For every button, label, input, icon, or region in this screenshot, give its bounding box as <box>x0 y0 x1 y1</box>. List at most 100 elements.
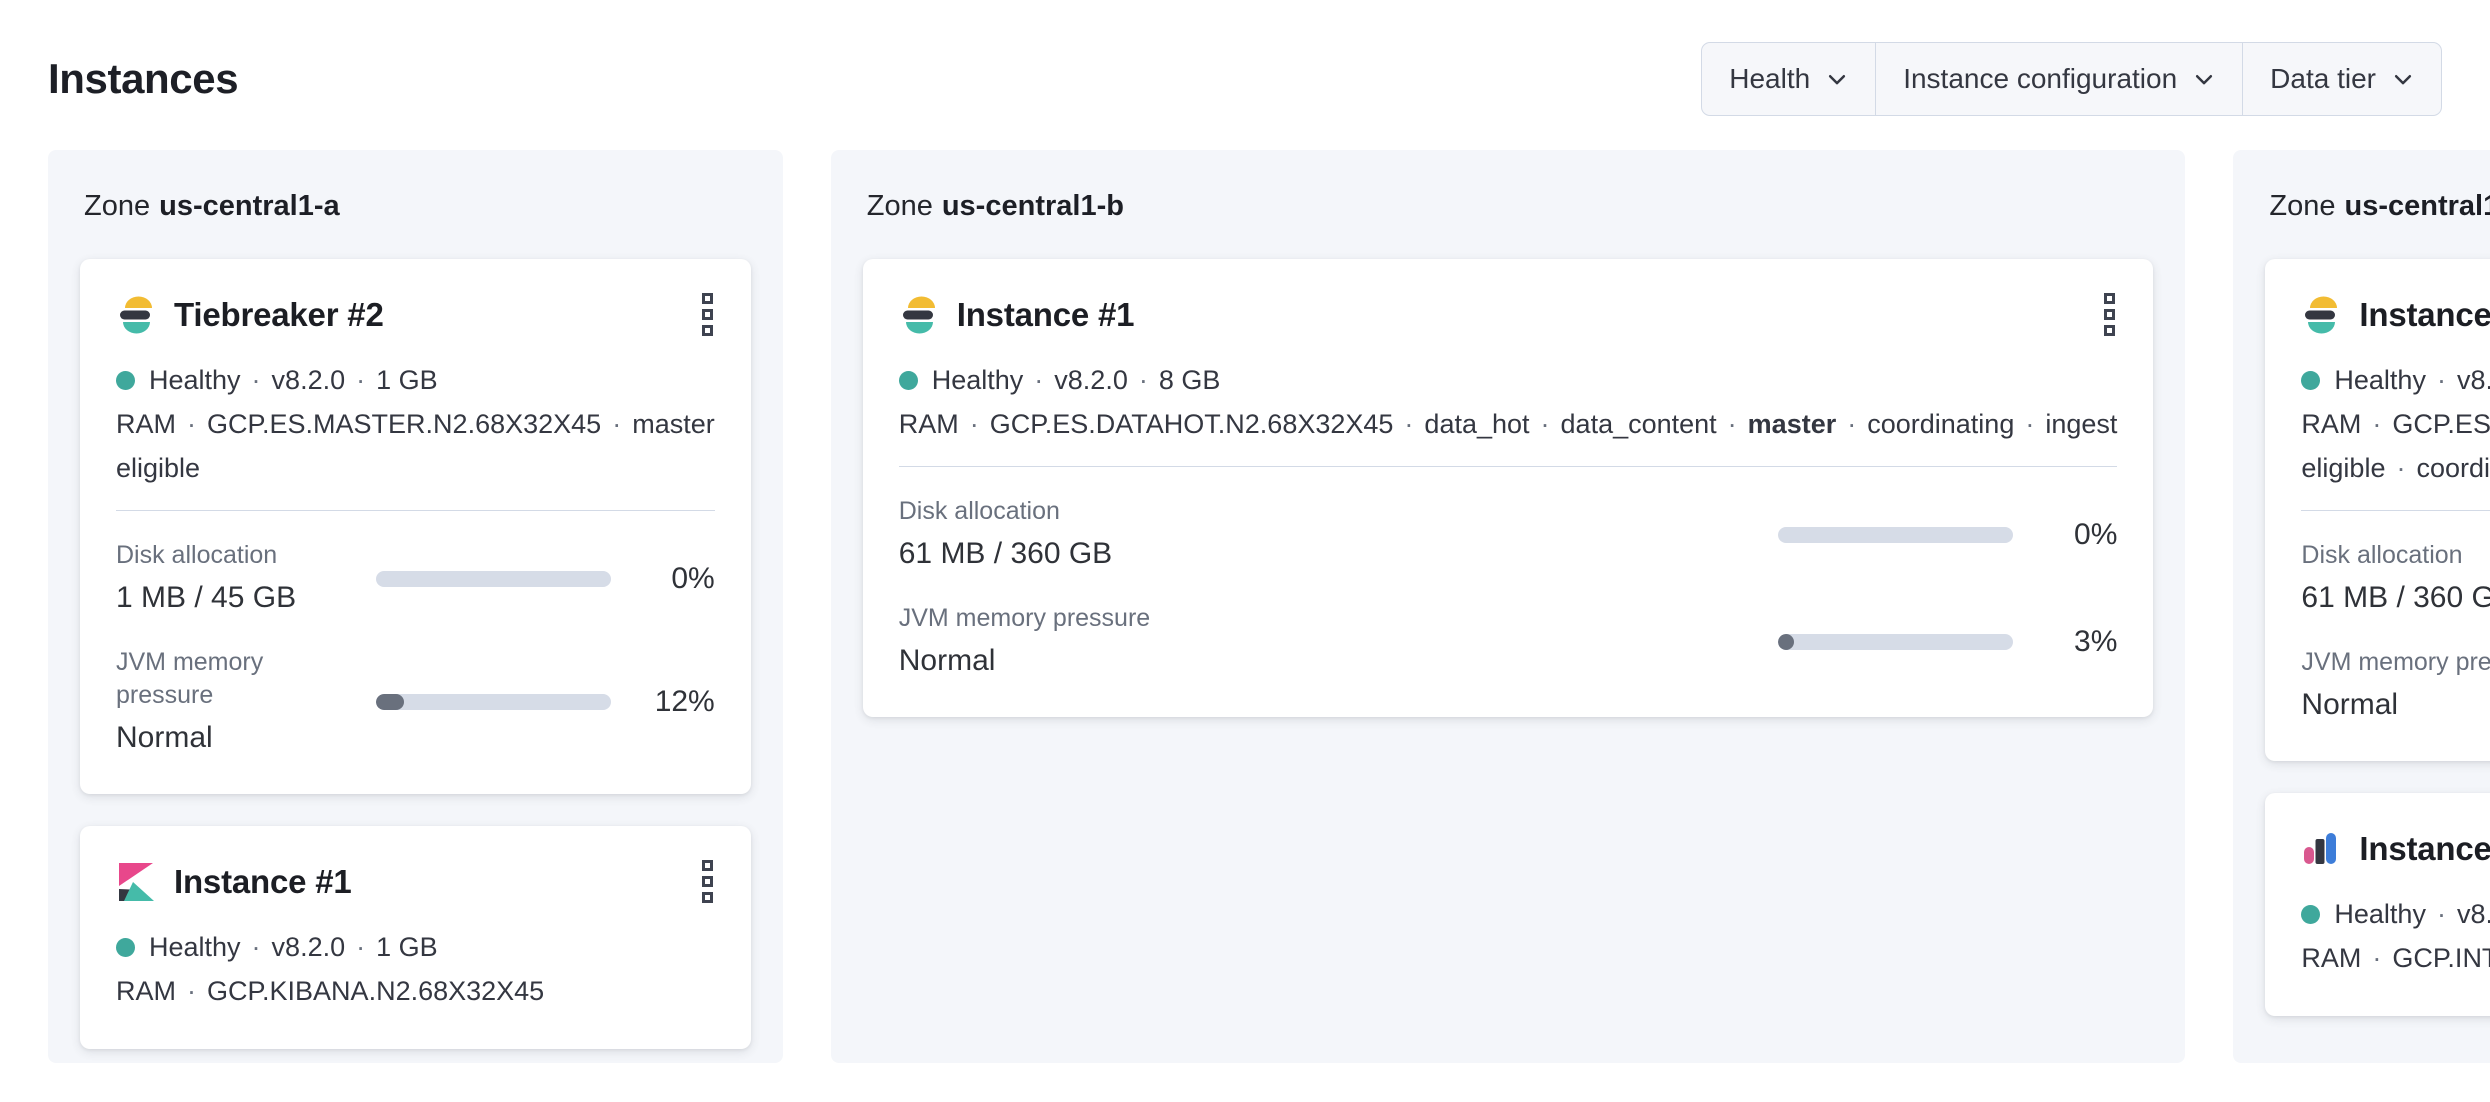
metric-text: JVM memory pressure Normal <box>899 602 1765 681</box>
zones-row: Zone us-central1-a Tiebreaker #2 Healthy · v8… <box>48 150 2490 1063</box>
page-title: Instances <box>48 55 239 102</box>
instance-meta: Healthy·v8.2.0·1 GB RAM·GCP.INTEGRATIONS… <box>2301 892 2490 980</box>
kebab-square <box>701 876 713 887</box>
filter-bar: Health Instance configuration Data tier <box>1701 42 2442 116</box>
metric-row: Disk allocation 1 MB / 45 GB 0% <box>116 539 715 618</box>
instance-card[interactable]: Tiebreaker #2 Healthy · v8.2.0 · 1 GB RAM · GCP… <box>80 259 751 794</box>
card-list: Instance #0 Healthy · v8.2.0 · 8 GB RAM · GCP.E… <box>2265 259 2490 1016</box>
metric-text: Disk allocation 1 MB / 45 GB <box>116 539 362 618</box>
jvm-pressure-bar <box>1778 633 2014 650</box>
meta-separator: · <box>187 976 196 1006</box>
metric-row: JVM memory pressure Normal 12% <box>116 646 715 758</box>
meta-separator: · <box>1540 409 1550 439</box>
instance-card[interactable]: Instance #1 Healthy · v8.2.0 · 8 GB RAM · GCP.E… <box>862 259 2154 717</box>
instance-actions-button[interactable] <box>2102 289 2117 340</box>
meta-separator: · <box>612 409 622 439</box>
kebab-square <box>701 293 713 304</box>
metric-text: JVM memory pressure Normal <box>2301 646 2490 725</box>
instance-meta: Healthy · v8.2.0 · 1 GB RAM · GCP.KIBANA.N2.68… <box>116 925 715 1013</box>
meta-token: Healthy <box>149 365 241 395</box>
metric-text: Disk allocation 61 MB / 360 GB <box>2301 539 2490 618</box>
bar-fill <box>375 694 404 710</box>
meta-token: Healthy <box>2334 365 2426 395</box>
meta-token: ingest <box>2045 409 2118 439</box>
meta-token: GCP.KIBANA.N2.68X32X45 <box>207 976 545 1006</box>
zone-name: us-central1-b <box>941 190 1124 222</box>
meta-separator: · <box>2372 943 2382 973</box>
filter-button-instance-configuration[interactable]: Instance configuration <box>1875 43 2242 115</box>
boxes-vertical-icon <box>701 860 713 903</box>
chevron-down-icon <box>2392 68 2414 90</box>
meta-token: GCP.INTEGRATIONSSERVER.N2.68X32X45 <box>2392 943 2490 973</box>
kebab-square <box>2104 325 2116 336</box>
meta-token: data_content <box>1560 409 1717 439</box>
card-header: Instance #0 <box>2301 289 2490 340</box>
jvm-pressure-bar <box>375 694 611 710</box>
instance-title: Instance #1 <box>174 862 352 900</box>
kebab-square <box>701 309 713 320</box>
instance-actions-button[interactable] <box>700 289 715 340</box>
metric-label: JVM memory pressure <box>2301 648 2490 676</box>
meta-token: coordinating <box>2416 453 2490 483</box>
metric-value: Normal <box>2301 688 2399 721</box>
meta-separator: · <box>187 409 196 439</box>
page-header: Instances Health Instance configuration Da… <box>48 0 2442 150</box>
meta-token: coordinating <box>1867 409 2015 439</box>
meta-token: Healthy <box>2334 899 2426 929</box>
meta-token: 8 GB RAM <box>2301 409 2362 439</box>
filter-button-health[interactable]: Health <box>1702 43 1875 115</box>
filter-button-label: Instance configuration <box>1903 63 2178 94</box>
metric-value: 1 MB / 45 GB <box>116 581 297 614</box>
meta-divider <box>898 466 2118 467</box>
metric-value: 61 MB / 360 GB <box>2301 581 2490 614</box>
meta-token: data_hot <box>1424 409 1530 439</box>
kibana-logo-icon <box>116 862 156 902</box>
metric-label: Disk allocation <box>898 497 1060 525</box>
card-list: Tiebreaker #2 Healthy · v8.2.0 · 1 GB RAM · GCP… <box>80 259 751 1049</box>
meta-token: GCP.ES.MASTER.N2.68X32X45 <box>207 409 602 439</box>
chevron-down-icon <box>1826 68 1848 90</box>
meta-divider <box>116 510 715 511</box>
meta-token: 1 GB RAM <box>116 365 438 439</box>
health-dot-icon <box>2301 371 2321 390</box>
metric-percent: 0% <box>2074 517 2118 551</box>
instance-card[interactable]: Instance #1 Healthy · v8.2.0 · 1 GB RAM · GCP.K… <box>80 826 751 1049</box>
meta-token: v8.2.0 <box>1054 365 1128 395</box>
instance-meta: Healthy·v8.2.0·8 GB RAM·GCP.ES.DATAHOT.N… <box>898 358 2118 446</box>
instance-card[interactable]: Instance #0 Healthy · v8.2.0 · 8 GB RAM · GCP.E… <box>2265 259 2490 761</box>
card-header: Instance #1 <box>116 856 715 907</box>
disk-usage-bar <box>375 570 611 587</box>
zone-header: Zone us-central1-a <box>84 190 751 223</box>
bar-fill <box>1778 633 1795 650</box>
metric-label: JVM memory pressure <box>898 604 1151 632</box>
zone-name: us-central1-c <box>2344 190 2490 222</box>
instance-card[interactable]: Instance #0Healthy·v8.2.0·1 GB RAM·GCP.I… <box>2265 793 2490 1016</box>
chevron-down-icon <box>2193 68 2215 90</box>
kebab-square <box>701 892 713 903</box>
meta-token: Healthy <box>149 932 241 962</box>
meta-token: 1 GB RAM <box>116 932 438 1006</box>
instances-page: Instances Health Instance configuration Da… <box>48 0 2490 1063</box>
card-list: Instance #1 Healthy · v8.2.0 · 8 GB RAM · GCP.E… <box>862 259 2154 717</box>
meta-token: master <box>1747 409 1837 439</box>
filter-button-data-tier[interactable]: Data tier <box>2242 43 2441 115</box>
card-header: Tiebreaker #2 <box>116 289 715 340</box>
metric-text: Disk allocation 61 MB / 360 GB <box>899 495 1765 574</box>
elasticsearch-logo-icon <box>116 295 156 335</box>
meta-token: Healthy <box>931 365 1024 395</box>
zone-panel-us-central1-a: Zone us-central1-a Tiebreaker #2 Healthy · v8… <box>48 150 783 1063</box>
card-header: Instance #0 <box>2301 823 2490 874</box>
meta-token: v8.2.0 <box>2456 899 2490 929</box>
metric-percent: 12% <box>654 685 715 718</box>
instance-title: Instance #0 <box>2359 829 2490 867</box>
metric-row: JVM memory pressureNormal2% <box>2301 646 2490 725</box>
filter-button-label: Data tier <box>2270 63 2376 94</box>
meta-separator: · <box>969 409 979 439</box>
meta-token: 1 GB RAM <box>2301 943 2362 973</box>
meta-token: 8 GB RAM <box>898 365 1221 439</box>
zone-label: Zone <box>84 190 151 222</box>
meta-token: GCP.ES.DATAHOT.N2.68X32X45 <box>989 409 1394 439</box>
instance-actions-button[interactable] <box>700 856 715 907</box>
